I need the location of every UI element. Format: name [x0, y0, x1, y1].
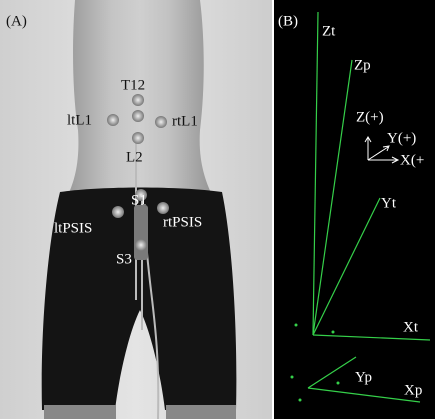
point [332, 331, 335, 334]
marker-ball [107, 114, 119, 126]
marker-label: L2 [126, 149, 143, 165]
leg-left [44, 405, 116, 419]
marker-ball [132, 94, 144, 106]
marker-label: ltPSIS [54, 220, 92, 236]
point [299, 399, 302, 402]
marker-label: T12 [121, 77, 145, 93]
panel-a: (A) T12 ltL1 rtL1 L2 S1 ltPSIS rtPSIS S3 [0, 0, 272, 419]
marker-label: rtPSIS [163, 214, 202, 230]
axis-label: Yt [381, 195, 397, 211]
point [337, 382, 340, 385]
point [291, 376, 294, 379]
axis-label: Xt [403, 319, 419, 335]
marker-label: S3 [116, 251, 132, 267]
axis-label: Xp [404, 382, 422, 398]
reference-label: Y(+) [387, 130, 416, 146]
marker-ball [157, 202, 169, 214]
reference-label: X(+ [400, 152, 424, 168]
marker-ball [135, 239, 147, 251]
leg-right [166, 405, 236, 419]
panel-label: (B) [278, 13, 298, 29]
panel-b: (B) Zt Zp Yt Xt Yp Xp Z(+) Y(+) X(+ [274, 0, 435, 419]
marker-ball [155, 116, 167, 128]
panel-label: (A) [6, 13, 27, 29]
axis-label: Zt [322, 23, 336, 39]
marker-label: S1 [131, 192, 147, 208]
marker-ball [132, 132, 144, 144]
figure: (A) T12 ltL1 rtL1 L2 S1 ltPSIS rtPSIS S3… [0, 0, 435, 419]
point [295, 324, 298, 327]
reference-label: Z(+) [356, 109, 384, 125]
marker-label: rtL1 [172, 113, 198, 129]
marker-ball [132, 110, 144, 122]
axis-label: Zp [354, 57, 371, 73]
marker-label: ltL1 [67, 112, 92, 128]
marker-ball [112, 206, 124, 218]
axis-label: Yp [355, 369, 372, 385]
sensor-plate [134, 205, 148, 260]
